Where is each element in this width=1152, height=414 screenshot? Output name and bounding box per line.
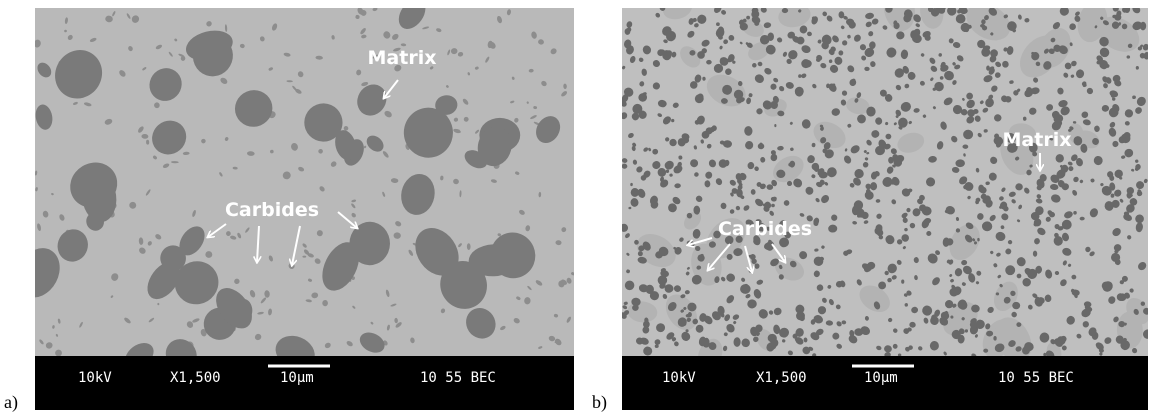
magnification: X1,500 (170, 370, 221, 386)
voltage: 10kV (78, 370, 112, 386)
carbide (870, 182, 877, 190)
panel-label: b) (592, 392, 607, 413)
magnification: X1,500 (756, 370, 807, 386)
carbide (926, 231, 931, 236)
carbide (1118, 321, 1125, 327)
carbide (205, 251, 212, 258)
scale: 10µm (864, 370, 898, 386)
carbide (901, 279, 904, 283)
annotation: Matrix (1003, 129, 1072, 151)
figure: 10kV X1,500 10µm 10 55 BEC a) Matrix Car… (0, 0, 1152, 414)
annotation: Carbides (225, 199, 319, 221)
annotation: Matrix (368, 47, 437, 69)
carbide (993, 336, 996, 341)
voltage: 10kV (662, 370, 696, 386)
annotation: Carbides (718, 218, 812, 240)
code: 10 55 BEC (420, 370, 496, 386)
carbide (983, 349, 988, 353)
scale: 10µm (280, 370, 314, 386)
panel-label: a) (4, 392, 18, 413)
code: 10 55 BEC (998, 370, 1074, 386)
carbide (981, 19, 985, 24)
carbide (966, 93, 973, 100)
